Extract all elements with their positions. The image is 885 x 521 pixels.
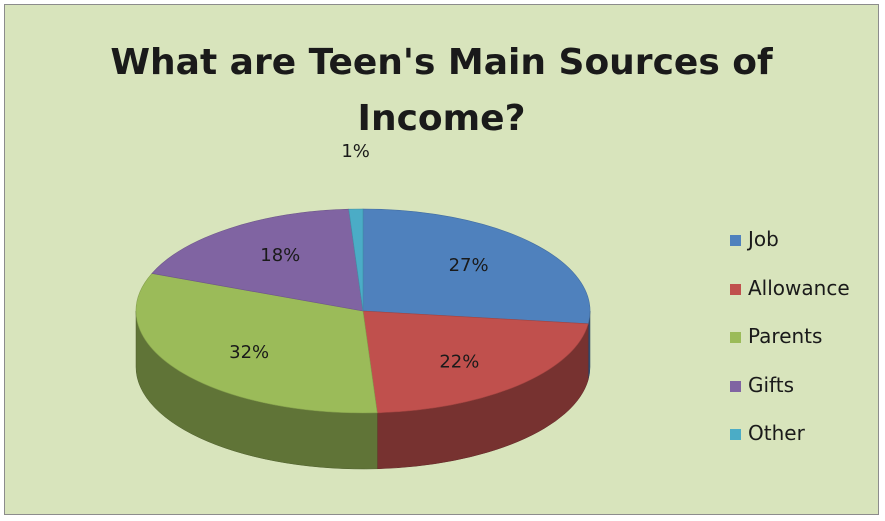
- chart-title-line-2: Income?: [357, 98, 526, 139]
- legend-swatch-allowance: [730, 283, 741, 295]
- legend-item-parents: Parents: [730, 324, 850, 373]
- slice-other: [348, 208, 364, 312]
- slice-job: [362, 208, 591, 325]
- chart-area: What are Teen's Main Sources of Income? …: [4, 4, 879, 515]
- chart-title-line-1: What are Teen's Main Sources of: [110, 42, 773, 83]
- legend-item-other: Other: [730, 421, 850, 470]
- legend-label-gifts: Gifts: [748, 372, 795, 397]
- chart-title: What are Teen's Main Sources of Income?: [5, 35, 878, 147]
- legend-item-gifts: Gifts: [730, 373, 850, 422]
- data-label-job: 27%: [449, 255, 489, 276]
- pie-chart: 27% 22% 32% 18% 1%: [135, 141, 591, 470]
- legend: Job Allowance Parents Gifts Other: [730, 227, 850, 470]
- data-labels: 27% 22% 32% 18% 1%: [229, 141, 488, 372]
- data-label-allowance: 22%: [439, 352, 479, 373]
- data-label-other: 1%: [341, 141, 370, 162]
- legend-item-job: Job: [730, 227, 850, 276]
- legend-swatch-gifts: [730, 380, 741, 392]
- data-label-gifts: 18%: [260, 245, 300, 266]
- pie-top: [135, 208, 591, 414]
- legend-label-other: Other: [748, 421, 805, 445]
- legend-label-parents: Parents: [748, 324, 823, 348]
- legend-label-job: Job: [748, 227, 779, 251]
- legend-swatch-other: [730, 429, 741, 440]
- data-label-parents: 32%: [229, 342, 269, 363]
- legend-label-allowance: Allowance: [748, 275, 850, 300]
- slice-allowance: [362, 310, 589, 414]
- legend-swatch-job: [730, 235, 741, 246]
- legend-item-allowance: Allowance: [730, 276, 850, 325]
- slice-gifts: [151, 208, 364, 312]
- slice-parents: [135, 273, 378, 414]
- legend-swatch-parents: [730, 332, 741, 343]
